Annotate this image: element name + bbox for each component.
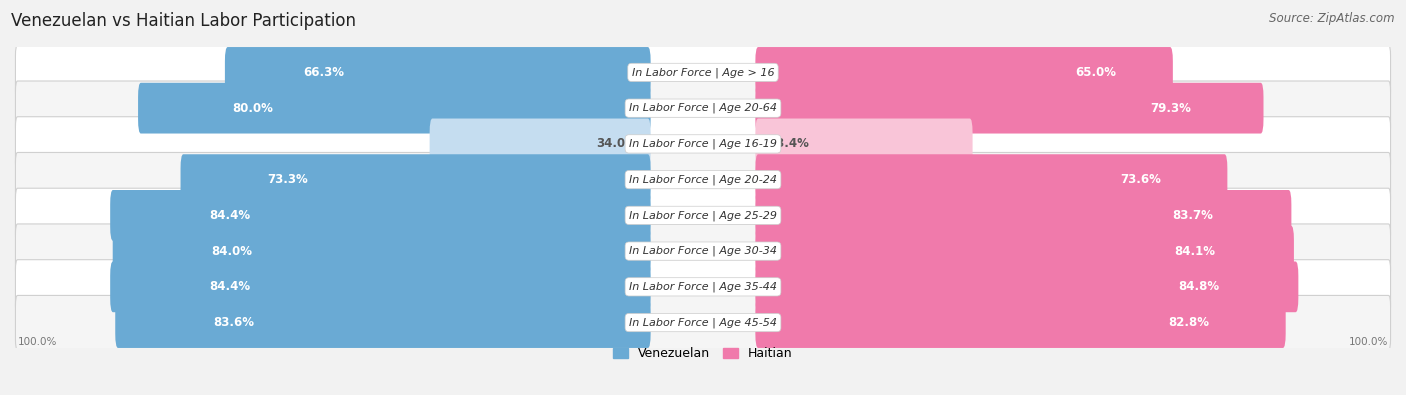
Text: 83.6%: 83.6% bbox=[214, 316, 254, 329]
FancyBboxPatch shape bbox=[225, 47, 651, 98]
Text: 33.4%: 33.4% bbox=[769, 137, 810, 150]
Text: 73.3%: 73.3% bbox=[267, 173, 308, 186]
FancyBboxPatch shape bbox=[755, 190, 1291, 241]
FancyBboxPatch shape bbox=[755, 83, 1264, 134]
Text: 84.4%: 84.4% bbox=[209, 280, 250, 293]
FancyBboxPatch shape bbox=[15, 117, 1391, 171]
FancyBboxPatch shape bbox=[755, 47, 1173, 98]
FancyBboxPatch shape bbox=[755, 261, 1298, 312]
FancyBboxPatch shape bbox=[15, 152, 1391, 207]
Text: In Labor Force | Age 30-34: In Labor Force | Age 30-34 bbox=[628, 246, 778, 256]
Text: 100.0%: 100.0% bbox=[1350, 337, 1389, 347]
FancyBboxPatch shape bbox=[15, 260, 1391, 314]
Text: 73.6%: 73.6% bbox=[1121, 173, 1161, 186]
Text: In Labor Force | Age > 16: In Labor Force | Age > 16 bbox=[631, 67, 775, 78]
Text: In Labor Force | Age 45-54: In Labor Force | Age 45-54 bbox=[628, 317, 778, 328]
FancyBboxPatch shape bbox=[755, 118, 973, 169]
FancyBboxPatch shape bbox=[755, 297, 1285, 348]
FancyBboxPatch shape bbox=[112, 226, 651, 276]
Text: 84.8%: 84.8% bbox=[1178, 280, 1219, 293]
FancyBboxPatch shape bbox=[755, 226, 1294, 276]
FancyBboxPatch shape bbox=[110, 190, 651, 241]
FancyBboxPatch shape bbox=[15, 45, 1391, 100]
FancyBboxPatch shape bbox=[755, 154, 1227, 205]
FancyBboxPatch shape bbox=[180, 154, 651, 205]
Text: Venezuelan vs Haitian Labor Participation: Venezuelan vs Haitian Labor Participatio… bbox=[11, 12, 356, 30]
FancyBboxPatch shape bbox=[110, 261, 651, 312]
Text: In Labor Force | Age 25-29: In Labor Force | Age 25-29 bbox=[628, 210, 778, 221]
FancyBboxPatch shape bbox=[430, 118, 651, 169]
FancyBboxPatch shape bbox=[15, 295, 1391, 350]
Text: In Labor Force | Age 16-19: In Labor Force | Age 16-19 bbox=[628, 139, 778, 149]
FancyBboxPatch shape bbox=[15, 81, 1391, 135]
Text: In Labor Force | Age 20-24: In Labor Force | Age 20-24 bbox=[628, 174, 778, 185]
Text: In Labor Force | Age 20-64: In Labor Force | Age 20-64 bbox=[628, 103, 778, 113]
Text: In Labor Force | Age 35-44: In Labor Force | Age 35-44 bbox=[628, 282, 778, 292]
Text: 84.4%: 84.4% bbox=[209, 209, 250, 222]
FancyBboxPatch shape bbox=[15, 224, 1391, 278]
FancyBboxPatch shape bbox=[115, 297, 651, 348]
Text: 66.3%: 66.3% bbox=[304, 66, 344, 79]
Text: 65.0%: 65.0% bbox=[1076, 66, 1116, 79]
Text: 79.3%: 79.3% bbox=[1150, 102, 1191, 115]
FancyBboxPatch shape bbox=[138, 83, 651, 134]
Text: 84.1%: 84.1% bbox=[1175, 245, 1216, 258]
Text: 83.7%: 83.7% bbox=[1173, 209, 1213, 222]
FancyBboxPatch shape bbox=[15, 188, 1391, 243]
Text: 34.0%: 34.0% bbox=[596, 137, 637, 150]
Text: Source: ZipAtlas.com: Source: ZipAtlas.com bbox=[1270, 12, 1395, 25]
Text: 84.0%: 84.0% bbox=[211, 245, 252, 258]
Legend: Venezuelan, Haitian: Venezuelan, Haitian bbox=[609, 342, 797, 365]
Text: 100.0%: 100.0% bbox=[17, 337, 56, 347]
Text: 82.8%: 82.8% bbox=[1168, 316, 1209, 329]
Text: 80.0%: 80.0% bbox=[232, 102, 273, 115]
